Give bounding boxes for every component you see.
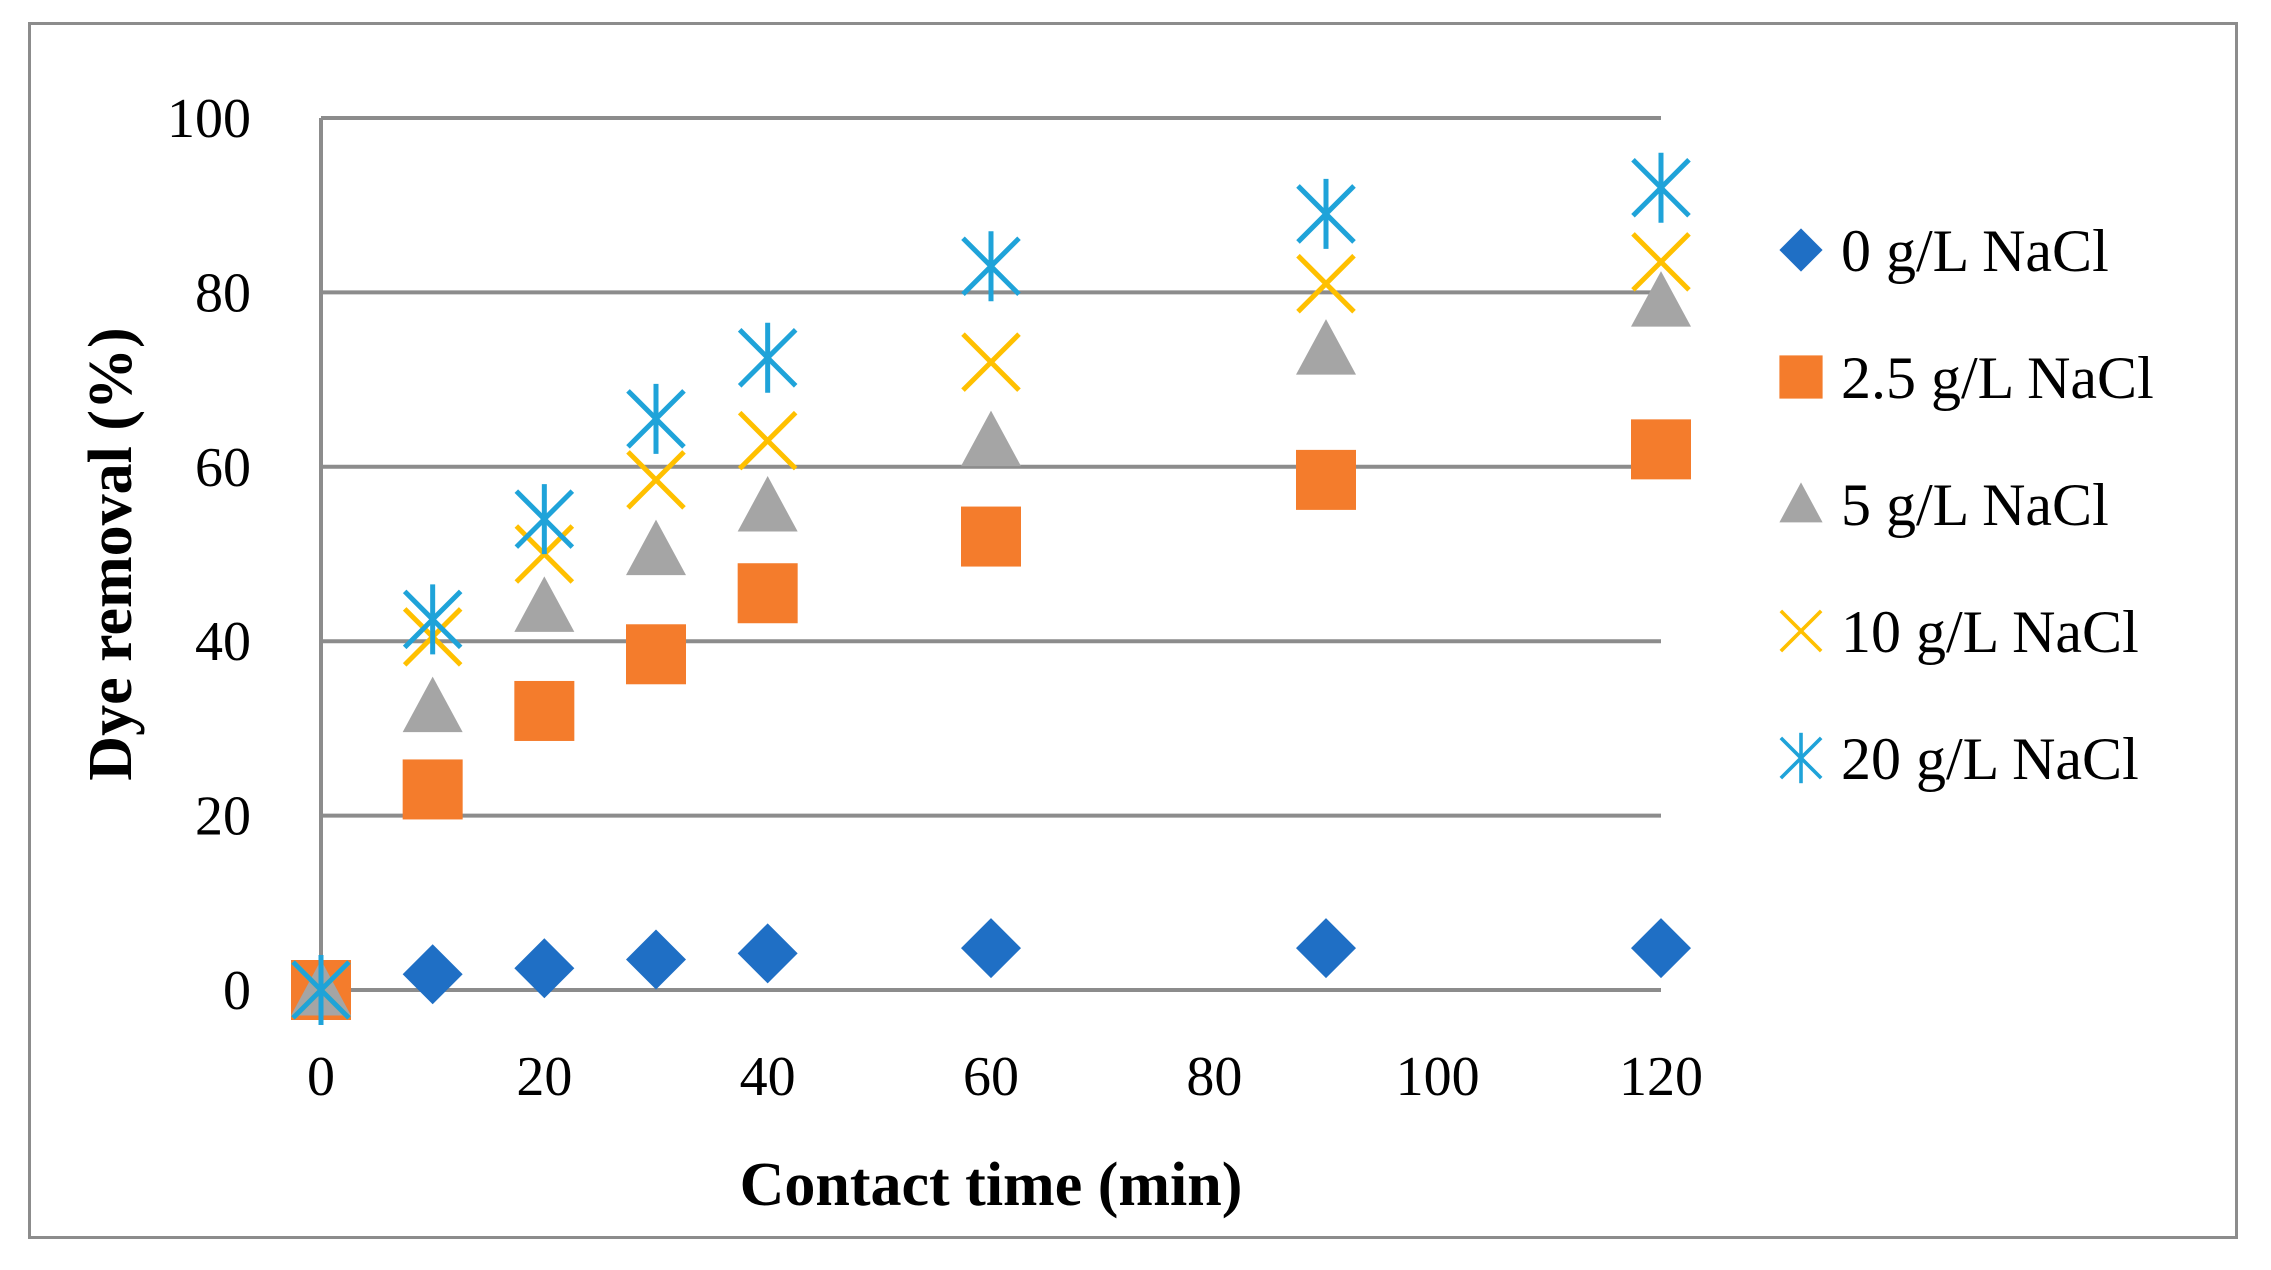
legend-label: 0 g/L NaCl [1841,218,2109,284]
data-point [1631,152,1691,223]
chart-frame: 0 20 40 60 80 100 0 20 40 60 80 100 120 Contact time… [28,22,2238,1239]
legend-marker [1779,355,1823,399]
data-point [737,563,798,624]
y-axis-title: Dye removal (%) [77,327,145,780]
data-point [626,450,686,510]
data-point [626,383,686,454]
y-tick-label: 40 [195,611,251,673]
chart-svg: 0 20 40 60 80 100 0 20 40 60 80 100 120 Contact time… [77,88,2154,1219]
data-point [961,231,1021,302]
data-point [1296,449,1356,510]
data-point [1296,918,1356,979]
legend-label: 20 g/L NaCl [1841,726,2139,792]
x-tick-label: 40 [740,1046,796,1108]
legend-item: 20 g/L NaCl [1779,726,2139,792]
x-tick-label: 80 [1186,1046,1242,1108]
x-axis-title: Contact time (min) [740,1151,1243,1219]
data-point [291,955,351,1025]
y-tick-label: 20 [195,786,251,848]
x-tick-label: 100 [1396,1046,1480,1108]
data-point [402,676,463,733]
data-points [291,152,1691,1025]
data-point [1296,319,1356,375]
data-point [961,506,1021,567]
data-point [737,410,798,471]
data-point [402,944,463,1005]
data-point [1631,232,1691,292]
data-point [402,759,463,820]
data-point [514,680,575,741]
data-point [961,410,1021,467]
x-tick-label: 60 [963,1046,1019,1108]
data-point [626,624,686,685]
legend-marker [1779,228,1823,272]
series-0 [291,918,1691,1020]
legend-marker [1779,609,1823,653]
y-tick-label: 0 [223,960,251,1022]
legend-item: 2.5 g/L NaCl [1779,345,2154,411]
x-tick-label: 20 [516,1046,572,1108]
data-point [402,584,463,655]
legend-item: 5 g/L NaCl [1779,472,2109,538]
legend-label: 10 g/L NaCl [1841,599,2139,665]
legend-label: 2.5 g/L NaCl [1841,345,2154,411]
x-tick-label: 0 [307,1046,335,1108]
data-point [1296,253,1356,314]
data-point [514,576,575,632]
data-point [1631,271,1691,327]
legend-marker [1779,732,1823,784]
data-point [737,923,798,984]
data-point [961,332,1021,392]
series-2 [291,271,1691,1016]
series-4 [291,152,1691,1025]
data-point [1296,178,1356,249]
data-point [1631,419,1691,480]
tick-labels: 0 20 40 60 80 100 0 20 40 60 80 100 120 [167,88,1703,1108]
data-point [514,938,575,999]
legend-label: 5 g/L NaCl [1841,472,2109,538]
legend-item: 0 g/L NaCl [1779,218,2109,284]
legend-item: 10 g/L NaCl [1779,599,2139,665]
legend: 0 g/L NaCl 2.5 g/L NaCl 5 g/L NaCl 10 g/L N… [1779,218,2154,792]
data-point [514,484,575,555]
data-point [626,929,686,990]
y-tick-label: 80 [195,262,251,324]
data-point [626,519,686,576]
y-tick-label: 100 [167,88,251,150]
data-point [737,322,798,393]
data-point [961,918,1021,979]
y-tick-label: 60 [195,437,251,499]
x-tick-label: 120 [1619,1046,1703,1108]
data-point [1631,918,1691,979]
series-3 [291,232,1691,1020]
legend-marker [1779,482,1823,523]
data-point [737,476,798,532]
